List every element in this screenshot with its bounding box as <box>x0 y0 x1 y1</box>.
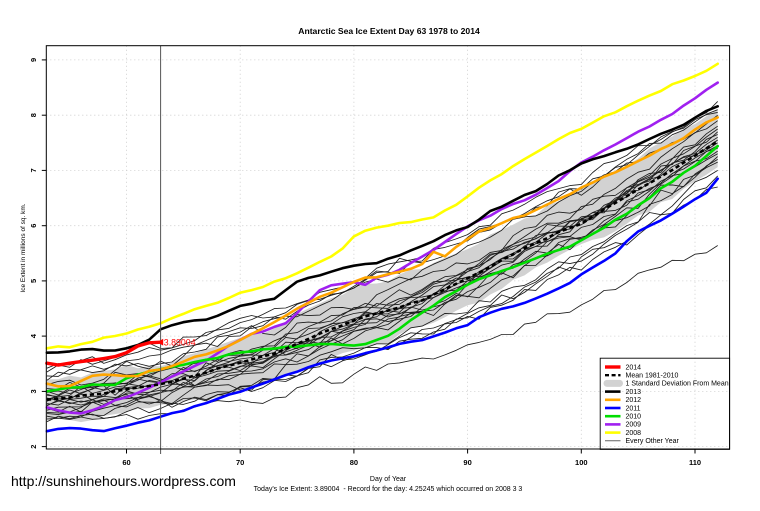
svg-text:2013: 2013 <box>626 389 642 396</box>
svg-text:9: 9 <box>29 58 38 62</box>
svg-text:100: 100 <box>575 458 588 467</box>
svg-text:Mean 1981-2010: Mean 1981-2010 <box>626 373 679 380</box>
svg-text:90: 90 <box>463 458 471 467</box>
svg-text:8: 8 <box>29 113 38 117</box>
svg-text:Today's Ice Extent: 3.89004 -: Today's Ice Extent: 3.89004 - Record for… <box>254 486 523 493</box>
svg-text:80: 80 <box>350 458 358 467</box>
svg-text:60: 60 <box>122 458 130 467</box>
svg-text:2009: 2009 <box>626 422 642 429</box>
svg-text:2: 2 <box>29 445 38 449</box>
svg-text:3.89004: 3.89004 <box>164 337 196 347</box>
svg-text:Every Other Year: Every Other Year <box>626 438 680 445</box>
svg-text:7: 7 <box>29 168 38 172</box>
svg-text:2012: 2012 <box>626 397 642 404</box>
svg-text:2011: 2011 <box>626 405 641 412</box>
svg-text:2008: 2008 <box>626 430 642 437</box>
svg-text:6: 6 <box>29 224 38 228</box>
svg-text:70: 70 <box>236 458 244 467</box>
svg-text:4: 4 <box>29 333 38 338</box>
svg-text:Antarctic Sea Ice Extent Day 6: Antarctic Sea Ice Extent Day 63 1978 to … <box>298 26 480 36</box>
svg-text:110: 110 <box>689 458 701 467</box>
svg-text:Day of Year: Day of Year <box>370 476 407 483</box>
svg-text:Ice Extent in millions of sq.: Ice Extent in millions of sq. km. <box>20 203 27 292</box>
svg-text:http://sunshinehours.wordpress: http://sunshinehours.wordpress.com <box>11 473 236 489</box>
svg-text:5: 5 <box>29 279 38 283</box>
svg-text:2010: 2010 <box>626 414 642 421</box>
svg-text:2014: 2014 <box>626 364 642 371</box>
svg-text:1 Standard Deviation From Mean: 1 Standard Deviation From Mean <box>626 381 729 388</box>
svg-text:3: 3 <box>29 389 38 393</box>
